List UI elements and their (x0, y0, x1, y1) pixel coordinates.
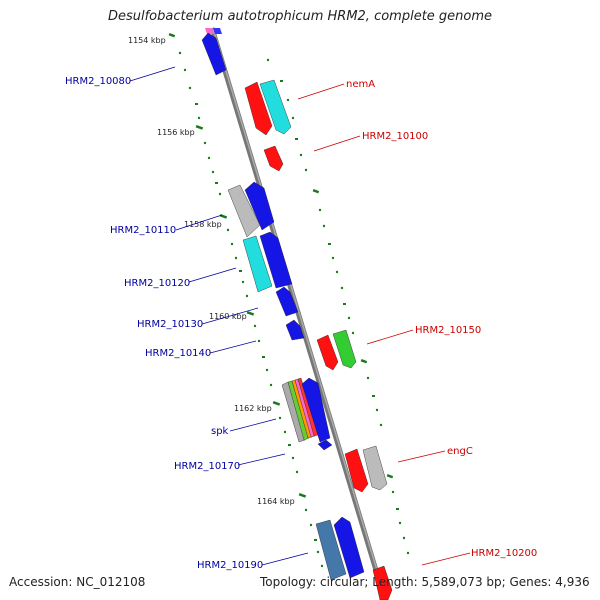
tick-label-1158: 1158 kbp (184, 220, 222, 229)
backbone (209, 27, 388, 600)
gene-label-spk: spk (211, 426, 229, 437)
tick-label-1156: 1156 kbp (157, 128, 195, 137)
gene-engc (362, 445, 388, 491)
tick-label-1154: 1154 kbp (128, 36, 166, 45)
gene-hrm2-10140 (285, 319, 305, 341)
gene-label-hrm2-10170: HRM2_10170 (174, 461, 240, 472)
gene-label-hrm2-10080: HRM2_10080 (65, 76, 131, 87)
gene-label-hrm2-10140: HRM2_10140 (145, 348, 211, 359)
gene-nema (244, 81, 273, 136)
right-ruler (266, 58, 410, 555)
right-leaders (297, 83, 471, 566)
gene-hrm2-10170 (301, 377, 331, 443)
gene-label-hrm2-10110: HRM2_10110 (110, 225, 176, 236)
gene-hrm2-10190-a (315, 519, 347, 581)
gene-hrm2-10130 (275, 286, 299, 317)
gene-hrm2-10120 (259, 231, 293, 289)
accession-text: Accession: NC_012108 (9, 575, 146, 589)
left-ruler (168, 33, 324, 568)
gene-hrm2-10110 (244, 181, 275, 231)
gene-hrm2-10080 (201, 32, 227, 76)
right-labels: nemA HRM2_10100 HRM2_10150 engC HRM2_102… (346, 79, 537, 559)
gene-label-hrm2-10150: HRM2_10150 (415, 325, 481, 336)
gene-hrm2-10100 (263, 145, 284, 172)
left-leaders (129, 66, 309, 566)
gene-hrm2-10200 (372, 565, 393, 600)
gene-nema-b (259, 79, 292, 135)
tick-label-1164: 1164 kbp (257, 497, 295, 506)
backbone-highlight (212, 27, 387, 600)
gene-label-engc: engC (447, 446, 473, 457)
gene-label-hrm2-10120: HRM2_10120 (124, 278, 190, 289)
left-labels: HRM2_10080 HRM2_10110 HRM2_10120 HRM2_10… (65, 76, 263, 571)
reverse-genes (244, 79, 393, 600)
map-title: Desulfobacterium autotrophicum HRM2, com… (107, 9, 493, 24)
gene-label-hrm2-10130: HRM2_10130 (137, 319, 203, 330)
gene-label-hrm2-10190: HRM2_10190 (197, 560, 263, 571)
gene-hrm2-10150-a (316, 334, 339, 371)
gene-label-hrm2-10100: HRM2_10100 (362, 131, 428, 142)
gene-hrm2-10120-a (242, 235, 273, 293)
gene-label-nema: nemA (346, 79, 375, 90)
gene-label-hrm2-10200: HRM2_10200 (471, 548, 537, 559)
tick-label-1162: 1162 kbp (234, 404, 272, 413)
forward-genes (201, 32, 365, 581)
gene-top-cut (205, 28, 222, 34)
gene-hrm2-10190 (333, 516, 365, 579)
genome-summary: Topology: circular; Length: 5,589,073 bp… (260, 575, 590, 589)
gene-engc-a (344, 448, 369, 493)
gene-hrm2-10150 (332, 329, 357, 369)
